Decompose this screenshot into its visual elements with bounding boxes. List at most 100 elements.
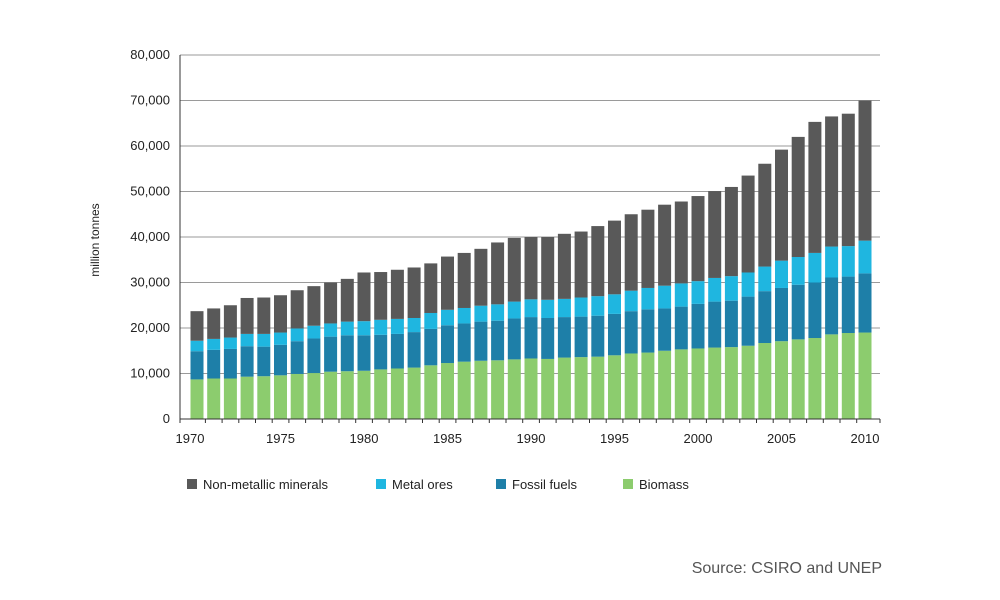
bar-fossil-fuels-1974 (257, 346, 271, 377)
legend-label-metal-ores: Metal ores (392, 477, 453, 492)
y-tick-label: 60,000 (130, 138, 170, 153)
bar-non-metallic-minerals-1991 (541, 237, 555, 300)
bar-biomass-2009 (841, 333, 855, 419)
bar-metal-ores-1979 (340, 321, 354, 336)
bar-fossil-fuels-1985 (441, 325, 454, 364)
bar-fossil-fuels-2010 (858, 273, 872, 333)
y-tick-label: 50,000 (130, 184, 170, 199)
x-tick-label: 2000 (684, 431, 713, 446)
bar-biomass-1983 (407, 367, 421, 419)
bars (190, 100, 872, 419)
bar-metal-ores-2001 (708, 277, 722, 302)
bar-metal-ores-1983 (407, 317, 421, 333)
bar-biomass-2010 (858, 332, 872, 419)
bar-non-metallic-minerals-2009 (841, 113, 855, 247)
bar-fossil-fuels-2000 (691, 303, 705, 349)
y-tick-label: 70,000 (130, 93, 170, 108)
bar-non-metallic-minerals-1976 (290, 290, 304, 329)
bar-metal-ores-1973 (240, 333, 254, 347)
source-note: Source: CSIRO and UNEP (691, 560, 882, 577)
bar-metal-ores-1978 (324, 323, 338, 337)
bar-fossil-fuels-2002 (724, 300, 738, 348)
bar-fossil-fuels-1978 (324, 336, 338, 372)
bar-metal-ores-1998 (658, 285, 672, 309)
bar-fossil-fuels-1979 (340, 335, 354, 372)
bar-metal-ores-1991 (541, 299, 555, 318)
bar-fossil-fuels-1997 (641, 309, 655, 353)
bar-non-metallic-minerals-1996 (624, 214, 638, 291)
bar-non-metallic-minerals-1971 (207, 308, 221, 339)
bar-non-metallic-minerals-2008 (825, 116, 839, 247)
legend-label-non-metallic-minerals: Non-metallic minerals (203, 477, 328, 492)
bar-biomass-2007 (808, 338, 822, 419)
x-tick-label: 1985 (433, 431, 462, 446)
bar-biomass-1986 (457, 361, 471, 419)
bar-biomass-2004 (758, 343, 772, 419)
bar-metal-ores-1994 (591, 296, 605, 316)
x-tick-label: 2005 (767, 431, 796, 446)
bar-metal-ores-1989 (507, 301, 521, 319)
bar-biomass-1994 (591, 356, 605, 419)
bar-biomass-1978 (324, 371, 338, 419)
bar-metal-ores-1976 (290, 328, 304, 342)
bar-metal-ores-1984 (424, 312, 438, 329)
legend-label-biomass: Biomass (639, 477, 689, 492)
bar-fossil-fuels-1998 (658, 308, 672, 351)
bar-fossil-fuels-2006 (791, 284, 805, 340)
bar-metal-ores-1996 (624, 290, 638, 312)
bar-non-metallic-minerals-1988 (491, 242, 505, 305)
bar-metal-ores-1974 (257, 333, 271, 347)
bar-metal-ores-2003 (741, 272, 755, 297)
bar-fossil-fuels-1972 (223, 348, 237, 379)
bar-fossil-fuels-1970 (190, 351, 204, 380)
bar-non-metallic-minerals-1998 (658, 204, 672, 286)
bar-non-metallic-minerals-1979 (340, 278, 354, 322)
bar-biomass-1979 (340, 371, 354, 419)
bar-non-metallic-minerals-1993 (574, 231, 588, 298)
bar-non-metallic-minerals-1981 (374, 272, 388, 320)
bar-biomass-2008 (825, 334, 839, 419)
bar-biomass-2006 (791, 339, 805, 419)
bar-metal-ores-1992 (557, 298, 571, 318)
bar-biomass-1987 (474, 360, 488, 419)
bar-biomass-2000 (691, 348, 705, 419)
bar-fossil-fuels-1987 (474, 321, 488, 361)
bar-fossil-fuels-1976 (290, 341, 304, 374)
bar-fossil-fuels-1994 (591, 315, 605, 357)
bar-fossil-fuels-1988 (491, 320, 505, 361)
bar-fossil-fuels-1977 (307, 338, 321, 374)
bar-non-metallic-minerals-1986 (457, 252, 471, 308)
bar-metal-ores-1987 (474, 305, 488, 322)
legend-swatch-non-metallic-minerals (187, 479, 197, 489)
x-tick-label: 1995 (600, 431, 629, 446)
bar-metal-ores-1981 (374, 319, 388, 335)
bar-metal-ores-1997 (641, 287, 655, 310)
bar-biomass-1996 (624, 353, 638, 419)
bar-fossil-fuels-2005 (775, 287, 788, 342)
axes: 0 10,000 20,000 30,000 40,000 50,000 60,000 70,… (130, 47, 881, 446)
y-tick-label: 40,000 (130, 229, 170, 244)
bar-metal-ores-2008 (825, 246, 839, 278)
bar-metal-ores-1971 (207, 338, 221, 350)
y-tick-label: 0 (163, 411, 170, 426)
bar-non-metallic-minerals-1994 (591, 226, 605, 297)
bar-fossil-fuels-1991 (541, 317, 555, 359)
bar-biomass-1999 (674, 349, 688, 419)
bar-non-metallic-minerals-1977 (307, 286, 321, 326)
bar-metal-ores-1988 (491, 304, 505, 321)
bar-fossil-fuels-1982 (390, 333, 404, 369)
y-axis-title: million tonnes (88, 203, 102, 276)
legend-swatch-biomass (623, 479, 633, 489)
bar-non-metallic-minerals-1974 (257, 297, 271, 334)
bar-biomass-1976 (290, 373, 304, 419)
bar-fossil-fuels-1971 (207, 349, 221, 379)
bar-non-metallic-minerals-2000 (691, 196, 705, 282)
y-tick-label: 30,000 (130, 275, 170, 290)
bar-non-metallic-minerals-1983 (407, 267, 421, 318)
bar-biomass-1973 (240, 376, 254, 419)
bar-biomass-1980 (357, 370, 371, 419)
bar-biomass-1981 (374, 369, 388, 419)
y-tick-label: 10,000 (130, 366, 170, 381)
legend-swatch-fossil-fuels (496, 479, 506, 489)
bar-non-metallic-minerals-2003 (741, 175, 755, 273)
